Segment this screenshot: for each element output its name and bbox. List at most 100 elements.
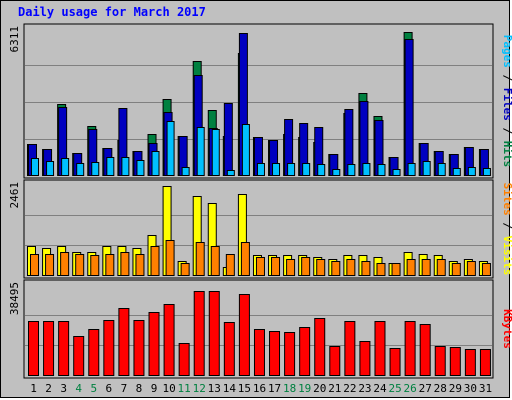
pages-bar bbox=[482, 168, 491, 176]
sites-bar bbox=[225, 254, 235, 276]
sites-bar bbox=[60, 252, 70, 276]
legend-entry: / bbox=[501, 121, 512, 141]
middle-max-label: 2461 bbox=[8, 182, 21, 209]
sites-bar bbox=[45, 254, 55, 276]
legend-entry: Visits bbox=[501, 236, 512, 276]
kbytes-bar bbox=[88, 329, 100, 376]
pages-bar bbox=[76, 163, 85, 176]
kbytes-bar bbox=[344, 321, 356, 376]
kbytes-bar bbox=[178, 343, 190, 376]
files-bar bbox=[404, 39, 414, 176]
sites-bar bbox=[466, 261, 476, 276]
sites-bar bbox=[180, 263, 190, 276]
sites-bar bbox=[255, 257, 265, 276]
kbytes-bar bbox=[58, 321, 70, 376]
day-label: 23 bbox=[358, 382, 371, 395]
pages-bar bbox=[166, 121, 175, 176]
day-label: 16 bbox=[253, 382, 266, 395]
kbytes-bar bbox=[419, 324, 431, 376]
sites-bar bbox=[165, 240, 175, 276]
day-label: 2 bbox=[45, 382, 52, 395]
pages-bar bbox=[272, 163, 281, 176]
kbytes-bar bbox=[329, 346, 341, 376]
kbytes-bar bbox=[374, 321, 386, 376]
sites-bar bbox=[301, 257, 311, 276]
day-label: 7 bbox=[121, 382, 128, 395]
kbytes-bar bbox=[434, 346, 446, 376]
pages-bar bbox=[347, 164, 356, 176]
sites-bar bbox=[120, 252, 130, 276]
sites-bar bbox=[391, 263, 401, 276]
pages-bar bbox=[437, 163, 446, 176]
kbytes-bar bbox=[163, 304, 175, 376]
pages-bar bbox=[136, 160, 145, 176]
kbytes-bar bbox=[118, 308, 130, 376]
kbytes-bar bbox=[103, 320, 115, 376]
kbytes-bar bbox=[43, 321, 55, 376]
day-label: 26 bbox=[404, 382, 417, 395]
kbytes-bar bbox=[253, 329, 265, 376]
day-label: 18 bbox=[283, 382, 296, 395]
pages-bar bbox=[46, 161, 55, 176]
day-label: 19 bbox=[298, 382, 311, 395]
pages-bar bbox=[196, 127, 205, 176]
pages-bar bbox=[226, 170, 235, 176]
sites-bar bbox=[150, 246, 160, 276]
top-max-label: 6311 bbox=[8, 26, 21, 53]
pages-bar bbox=[256, 163, 265, 176]
bottom-max-label: 38495 bbox=[8, 282, 21, 315]
day-label: 13 bbox=[208, 382, 221, 395]
day-label: 28 bbox=[434, 382, 447, 395]
sites-bar bbox=[346, 259, 356, 276]
day-label: 17 bbox=[268, 382, 281, 395]
bottom-series-legend: KBytes bbox=[501, 309, 512, 349]
day-label: 12 bbox=[193, 382, 206, 395]
pages-bar bbox=[422, 161, 431, 176]
sites-bar bbox=[135, 254, 145, 276]
sites-bar bbox=[331, 261, 341, 276]
kbytes-bar bbox=[269, 331, 281, 376]
kbytes-bar bbox=[404, 321, 416, 376]
sites-bar bbox=[105, 254, 115, 276]
legend-entry: KBytes bbox=[501, 309, 512, 349]
kbytes-bar bbox=[449, 347, 461, 376]
kbytes-bar bbox=[28, 321, 39, 376]
legend-entry: Sites bbox=[501, 183, 512, 216]
day-label: 31 bbox=[479, 382, 492, 395]
sites-bar bbox=[361, 261, 371, 276]
kbytes-bar bbox=[359, 341, 371, 376]
sites-bar bbox=[316, 259, 326, 276]
top-series-legend: Pages / Files / Hits bbox=[501, 35, 512, 168]
sites-bar bbox=[451, 263, 461, 276]
middle-series-legend: Sites / Visits bbox=[501, 183, 512, 276]
day-label: 21 bbox=[328, 382, 341, 395]
files-bar bbox=[223, 103, 233, 176]
sites-bar bbox=[376, 263, 386, 276]
kbytes-bar bbox=[314, 318, 326, 376]
sites-bar bbox=[481, 263, 491, 276]
day-label: 15 bbox=[238, 382, 251, 395]
day-label: 22 bbox=[343, 382, 356, 395]
pages-bar bbox=[362, 163, 371, 176]
kbytes-bar bbox=[208, 291, 220, 376]
day-label: 25 bbox=[388, 382, 401, 395]
sites-bar bbox=[421, 259, 431, 276]
chart-title: Daily usage for March 2017 bbox=[18, 5, 206, 19]
sites-bar bbox=[436, 259, 446, 276]
pages-bar bbox=[317, 164, 326, 176]
day-label: 9 bbox=[151, 382, 158, 395]
pages-bar bbox=[467, 167, 476, 176]
sites-bar bbox=[30, 254, 39, 276]
day-label: 3 bbox=[60, 382, 67, 395]
pages-bar bbox=[302, 163, 311, 176]
pages-bar bbox=[452, 168, 461, 176]
day-label: 1 bbox=[30, 382, 37, 395]
pages-bar bbox=[106, 157, 115, 176]
kbytes-bar bbox=[389, 348, 401, 376]
pages-bar bbox=[91, 162, 100, 176]
kbytes-bar bbox=[299, 327, 311, 376]
pages-bar bbox=[377, 164, 386, 176]
pages-bar bbox=[407, 163, 416, 176]
sites-bar bbox=[90, 255, 100, 276]
